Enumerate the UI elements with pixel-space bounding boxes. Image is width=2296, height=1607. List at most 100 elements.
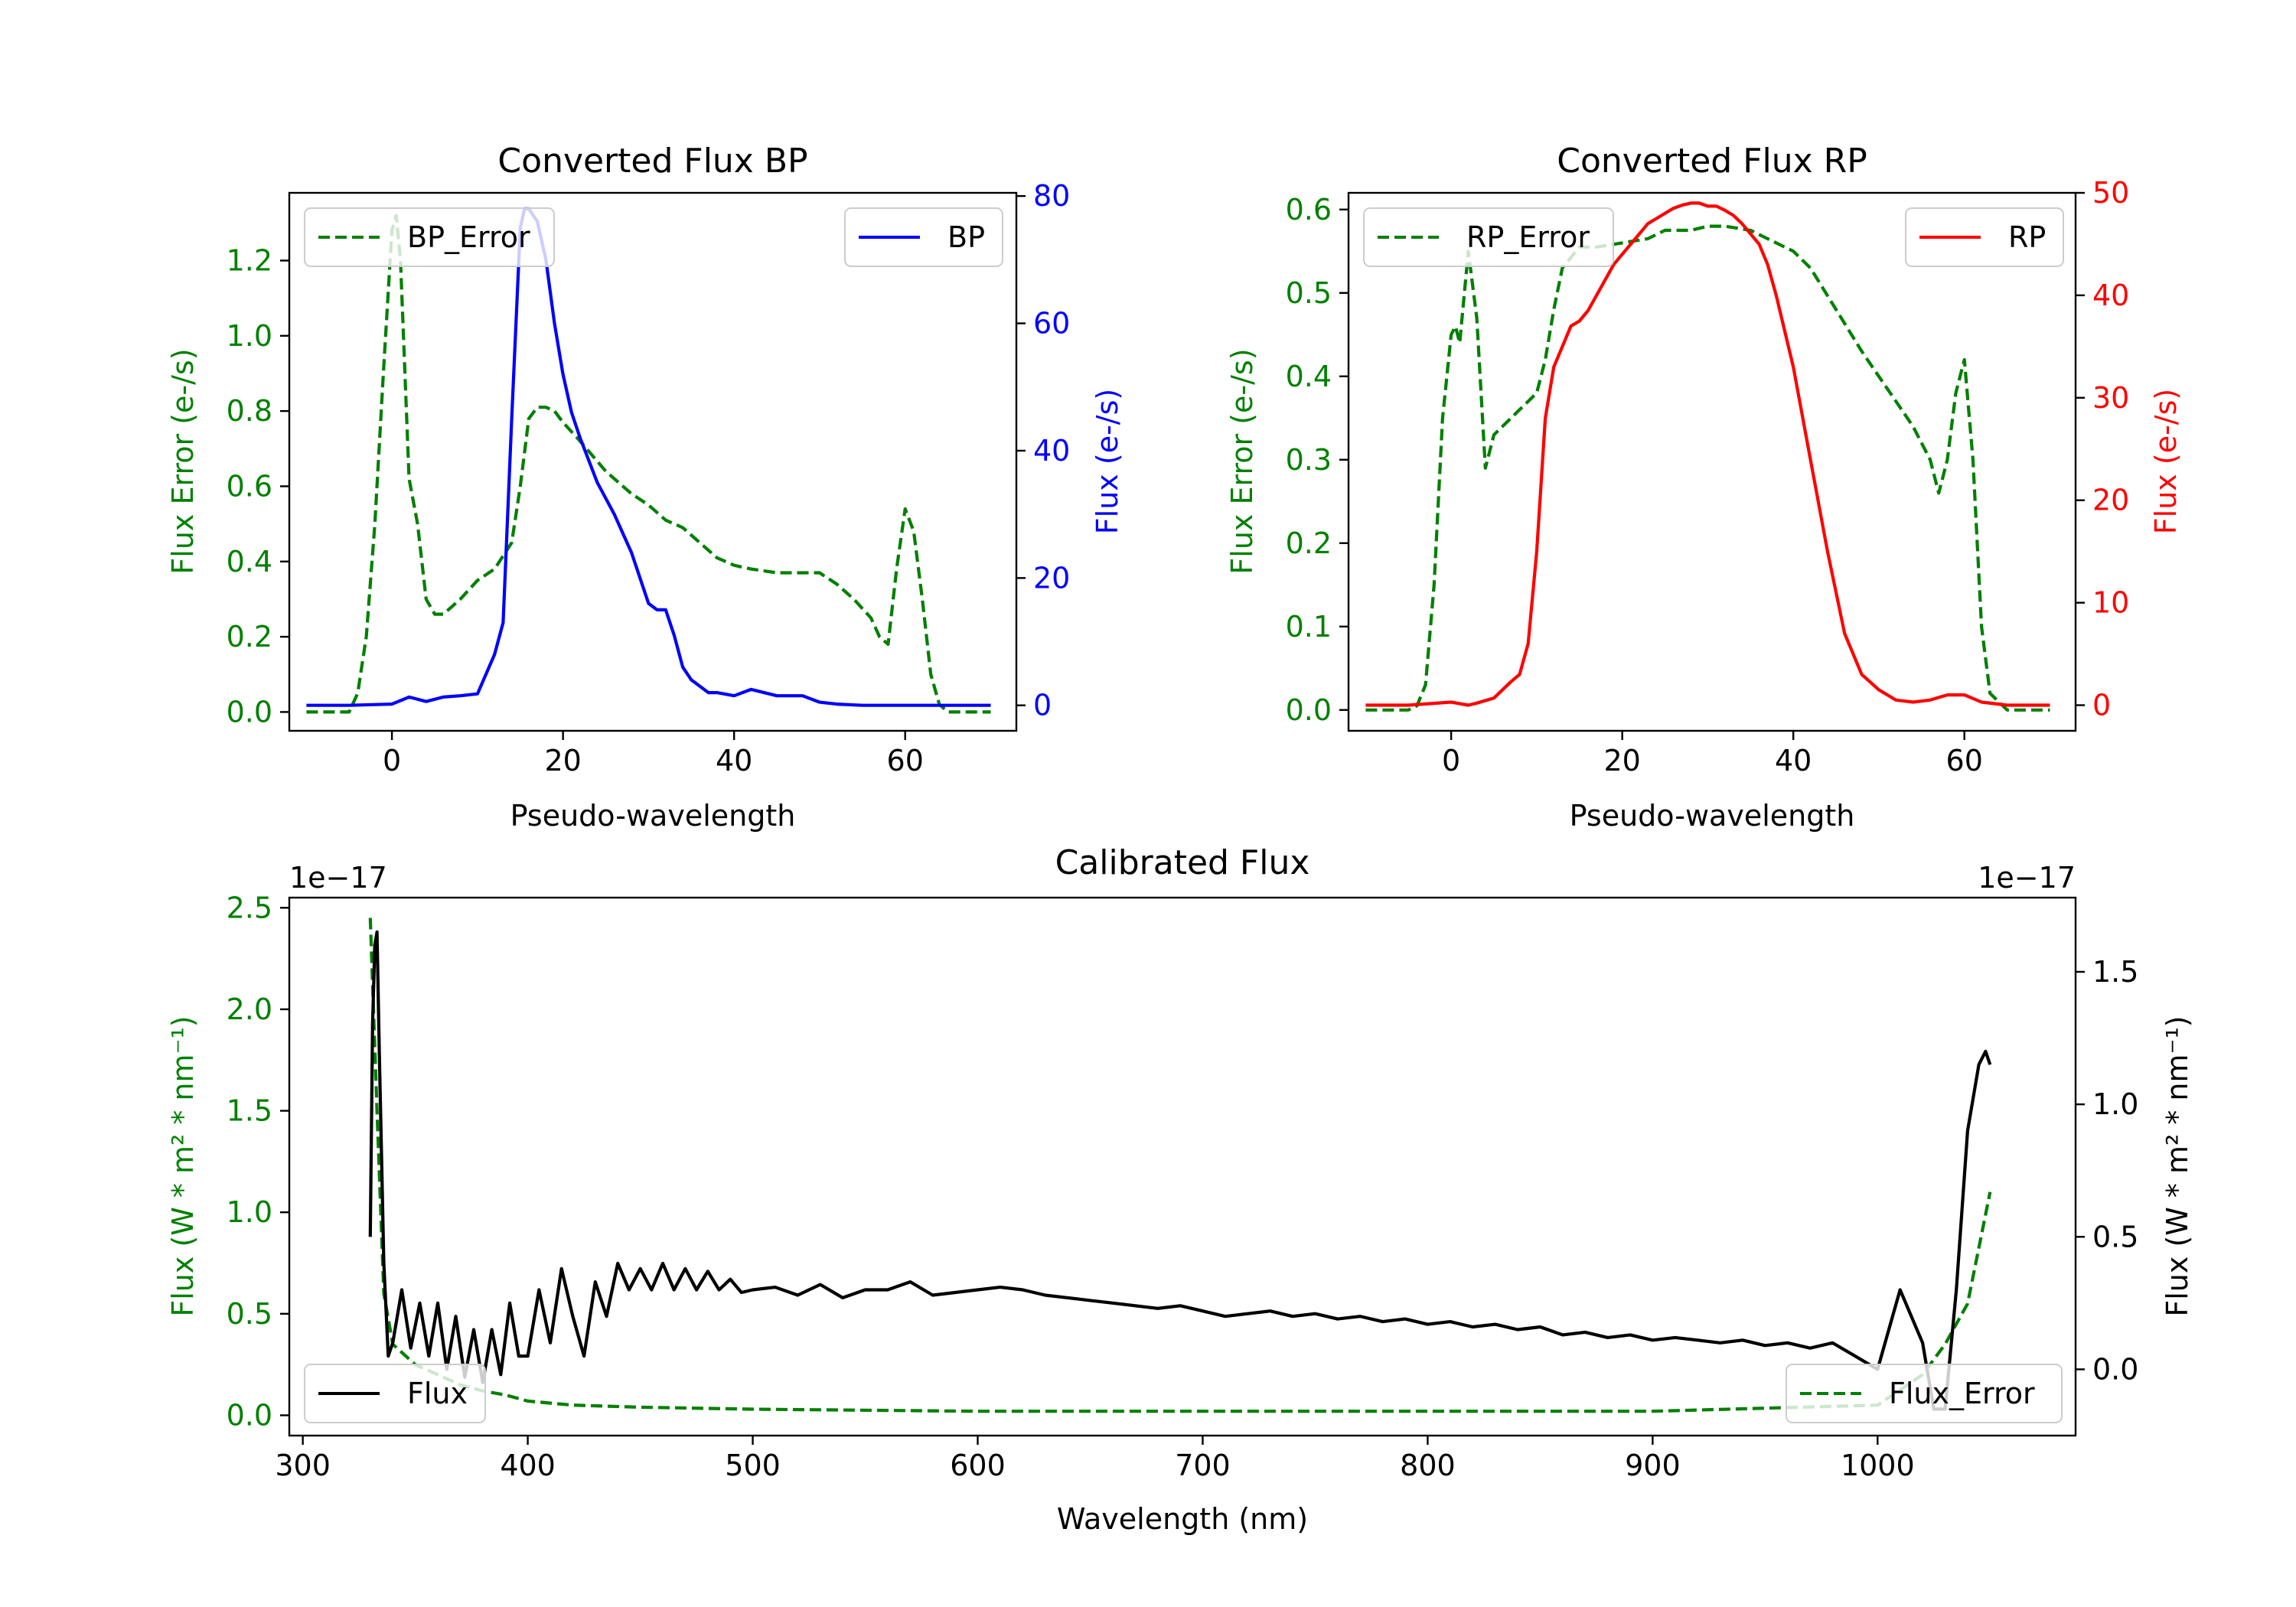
bp-left-ytick-label: 0.2 bbox=[227, 620, 272, 654]
rp-right-ytick-label: 50 bbox=[2092, 176, 2129, 210]
rp-left-ytick-label: 0.0 bbox=[1286, 693, 1332, 727]
rp-right-ytick-label: 30 bbox=[2092, 381, 2129, 415]
cal-left-ytick-label: 1.0 bbox=[227, 1195, 272, 1229]
cal-legend-right-box bbox=[1786, 1364, 2063, 1423]
cal-legend-left: Flux bbox=[304, 1364, 486, 1423]
bp-right-ytick-label: 0 bbox=[1033, 689, 1052, 722]
bp-left-ytick-label: 0.6 bbox=[227, 469, 272, 503]
calibrated-flux-panel: Calibrated Flux 1e−17 1e−17 300 400 500 600… bbox=[166, 843, 2194, 1536]
cal-xtick-label: 900 bbox=[1625, 1449, 1681, 1482]
bp-left-ytick-label: 1.0 bbox=[227, 319, 272, 353]
rp-left-ytick-label: 0.6 bbox=[1286, 193, 1332, 227]
bp-title: Converted Flux BP bbox=[497, 142, 807, 181]
rp-xtick-label: 40 bbox=[1775, 744, 1812, 777]
rp-legend-right: RP bbox=[1905, 207, 2064, 267]
cal-left-ytick-label: 0.0 bbox=[227, 1398, 272, 1432]
cal-xtick-label: 1000 bbox=[1841, 1449, 1915, 1482]
bp-legend-left: BP_Error bbox=[304, 207, 555, 267]
rp-title: Converted Flux RP bbox=[1557, 142, 1867, 181]
bp-left-ytick-label: 1.2 bbox=[227, 243, 272, 277]
rp-legend-right-box bbox=[1905, 207, 2064, 267]
rp-left-ytick-label: 0.5 bbox=[1286, 276, 1332, 310]
cal-ticks-layer: 300 400 500 600 700 800 900 1000 0.0 0.5 1.0 1.5 2.0… bbox=[227, 891, 2139, 1482]
bp-plot-frame bbox=[288, 191, 1018, 732]
rp-plot-frame bbox=[1347, 191, 2077, 732]
cal-right-ytick-label: 0.0 bbox=[2092, 1352, 2138, 1386]
bp-left-ytick-label: 0.0 bbox=[227, 695, 272, 729]
converted-flux-bp-panel: Converted Flux BP 0 20 40 60 0.0 0.2 0.4 0.6 0.8… bbox=[166, 142, 1124, 833]
rp-series-layer bbox=[1365, 201, 2050, 712]
cal-right-offset: 1e−17 bbox=[1978, 861, 2076, 895]
cal-series-flux bbox=[368, 930, 1992, 1411]
bp-series-bp bbox=[306, 207, 991, 707]
bp-ticks-layer: 0 20 40 60 0.0 0.2 0.4 0.6 0.8 1.0 1.2 0 20 40 60 80 bbox=[227, 179, 1071, 777]
cal-right-ylabel: Flux (W * m² * nm⁻¹) bbox=[2161, 1015, 2194, 1316]
rp-right-ylabel: Flux (e-/s) bbox=[2149, 389, 2183, 534]
bp-xtick-label: 40 bbox=[716, 744, 752, 777]
cal-left-ytick-label: 0.5 bbox=[227, 1297, 272, 1331]
bp-right-ytick-label: 80 bbox=[1033, 179, 1070, 213]
bp-legend-right-label: BP bbox=[947, 220, 985, 254]
bp-left-ytick-label: 0.8 bbox=[227, 394, 272, 428]
bp-series-bp-error bbox=[306, 214, 991, 714]
cal-legend-right-label: Flux_Error bbox=[1889, 1377, 2035, 1410]
bp-legend-right: BP bbox=[844, 207, 1003, 267]
rp-legend-left-box bbox=[1363, 207, 1614, 267]
cal-xtick-label: 600 bbox=[950, 1449, 1006, 1482]
cal-xtick-label: 700 bbox=[1175, 1449, 1231, 1482]
bp-series-layer bbox=[306, 207, 991, 714]
rp-left-ylabel: Flux Error (e-/s) bbox=[1225, 348, 1259, 574]
cal-series-flux-error bbox=[368, 918, 1992, 1413]
cal-xtick-label: 500 bbox=[725, 1449, 781, 1482]
bp-legend-left-box bbox=[304, 207, 555, 267]
cal-legend-left-label: Flux bbox=[407, 1377, 468, 1410]
bp-xtick-label: 20 bbox=[544, 744, 581, 777]
cal-right-ytick-label: 1.5 bbox=[2092, 955, 2138, 989]
rp-right-ytick-label: 40 bbox=[2092, 279, 2129, 312]
bp-right-ytick-label: 40 bbox=[1033, 434, 1070, 468]
cal-left-ytick-label: 1.5 bbox=[227, 1094, 272, 1128]
rp-legend-left-label: RP_Error bbox=[1466, 220, 1590, 254]
cal-legend-left-box bbox=[304, 1364, 486, 1423]
bp-legend-left-label: BP_Error bbox=[407, 220, 530, 254]
rp-right-ytick-label: 10 bbox=[2092, 586, 2129, 620]
rp-xlabel: Pseudo-wavelength bbox=[1570, 799, 1855, 833]
bp-left-ylabel: Flux Error (e-/s) bbox=[166, 348, 200, 574]
converted-flux-rp-panel: Converted Flux RP 0 20 40 60 0.0 0.1 0.2 0.3 0.4… bbox=[1225, 142, 2183, 833]
cal-series-layer bbox=[368, 918, 1992, 1413]
cal-xtick-label: 800 bbox=[1400, 1449, 1456, 1482]
rp-right-ytick-label: 20 bbox=[2092, 484, 2129, 517]
bp-xtick-label: 60 bbox=[887, 744, 924, 777]
rp-legend-left: RP_Error bbox=[1363, 207, 1614, 267]
rp-right-ytick-label: 0 bbox=[2092, 689, 2111, 722]
rp-xtick-label: 0 bbox=[1442, 744, 1460, 777]
bp-right-ytick-label: 20 bbox=[1033, 561, 1070, 595]
cal-right-ytick-label: 1.0 bbox=[2092, 1087, 2138, 1121]
rp-legend-right-label: RP bbox=[2008, 220, 2046, 254]
cal-xtick-label: 400 bbox=[500, 1449, 556, 1482]
rp-left-ytick-label: 0.3 bbox=[1286, 443, 1332, 477]
rp-series-rp bbox=[1365, 201, 2050, 707]
bp-legend-right-box bbox=[844, 207, 1003, 267]
cal-left-ylabel: Flux (W * m² * nm⁻¹) bbox=[166, 1015, 200, 1316]
rp-xtick-label: 60 bbox=[1946, 744, 1983, 777]
bp-xlabel: Pseudo-wavelength bbox=[510, 799, 796, 833]
cal-left-ytick-label: 2.0 bbox=[227, 993, 272, 1026]
rp-xtick-label: 20 bbox=[1603, 744, 1640, 777]
bp-left-ytick-label: 0.4 bbox=[227, 545, 272, 579]
cal-left-offset: 1e−17 bbox=[289, 861, 387, 895]
cal-left-ytick-label: 2.5 bbox=[227, 891, 272, 924]
rp-left-ytick-label: 0.4 bbox=[1286, 360, 1332, 393]
rp-left-ytick-label: 0.2 bbox=[1286, 526, 1332, 560]
bp-xtick-label: 0 bbox=[383, 744, 401, 777]
cal-right-ytick-label: 0.5 bbox=[2092, 1220, 2138, 1253]
cal-xtick-label: 300 bbox=[275, 1449, 331, 1482]
bp-right-ylabel: Flux (e-/s) bbox=[1091, 389, 1124, 534]
cal-legend-right: Flux_Error bbox=[1786, 1364, 2063, 1423]
cal-title: Calibrated Flux bbox=[1055, 843, 1310, 882]
cal-plot-frame bbox=[288, 896, 2077, 1437]
cal-xlabel: Wavelength (nm) bbox=[1057, 1502, 1308, 1536]
rp-series-rp-error bbox=[1365, 224, 2050, 712]
bp-right-ytick-label: 60 bbox=[1033, 307, 1070, 341]
